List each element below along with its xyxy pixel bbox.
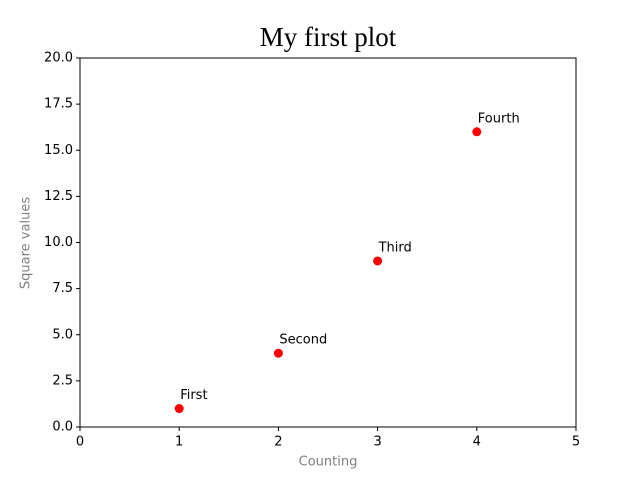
y-tick-label: 0.0 xyxy=(52,420,73,435)
x-tick-label: 2 xyxy=(274,435,282,450)
y-tick-label: 12.5 xyxy=(44,189,73,204)
x-tick-label: 4 xyxy=(473,435,481,450)
point-annotation: Fourth xyxy=(478,111,520,126)
x-tick-label: 1 xyxy=(175,435,183,450)
point xyxy=(472,127,482,137)
y-tick-label: 7.5 xyxy=(52,281,73,296)
y-tick-label: 17.5 xyxy=(44,97,73,112)
x-tick-label: 5 xyxy=(572,435,580,450)
y-tick-label: 2.5 xyxy=(52,373,73,388)
point-annotation: First xyxy=(180,388,207,403)
point-annotation: Third xyxy=(378,240,412,255)
y-tick-label: 5.0 xyxy=(52,327,73,342)
y-tick-label: 10.0 xyxy=(44,235,73,250)
point-annotation: Second xyxy=(279,333,327,348)
y-axis-label: Square values xyxy=(19,197,34,289)
y-tick-label: 20.0 xyxy=(44,51,73,66)
x-axis-label: Counting xyxy=(299,455,358,470)
point xyxy=(273,348,283,358)
point xyxy=(174,404,184,414)
chart-title: My first plot xyxy=(260,22,397,52)
point xyxy=(373,256,383,266)
x-tick-label: 0 xyxy=(76,435,84,450)
y-tick-label: 15.0 xyxy=(44,143,73,158)
x-tick-label: 3 xyxy=(373,435,381,450)
